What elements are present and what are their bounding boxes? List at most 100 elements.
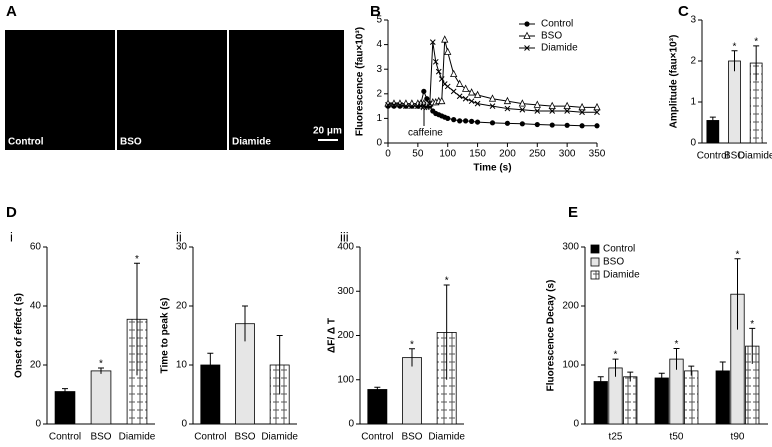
marker xyxy=(489,103,496,109)
y-axis-label: Time to peak (s) xyxy=(160,298,171,374)
legend-marker xyxy=(524,45,530,51)
y-tick-label: 30 xyxy=(176,242,188,253)
x-tick-label: BSO xyxy=(234,432,255,443)
x-tick-label: t25 xyxy=(609,432,623,443)
significance: * xyxy=(99,359,103,370)
error-bar xyxy=(134,262,140,376)
error-bar xyxy=(658,372,665,383)
micrographs: Control BSO Diamide 20 μm xyxy=(5,30,344,150)
error-bar xyxy=(612,358,619,377)
bar xyxy=(90,370,112,425)
marker xyxy=(397,102,403,108)
subpanel-label: iii xyxy=(340,229,349,244)
y-axis-label: Fluorescence Decay (s) xyxy=(546,280,557,392)
legend-label: Diamide xyxy=(603,270,640,281)
error-bar xyxy=(409,348,415,367)
marker xyxy=(579,123,585,129)
error-bar xyxy=(276,335,283,395)
marker xyxy=(421,88,427,94)
x-tick-label: Control xyxy=(194,432,226,443)
image-label: Diamide xyxy=(232,137,271,148)
y-tick-label: 0 xyxy=(35,419,41,430)
marker xyxy=(548,101,556,109)
y-tick-label: 2 xyxy=(690,56,696,67)
x-tick-label: BSO xyxy=(401,432,422,443)
x-tick-label: Diamide xyxy=(738,151,772,162)
x-tick-label: Control xyxy=(697,151,729,162)
legend-label: BSO xyxy=(541,31,562,42)
x-tick-label: Diamide xyxy=(119,432,156,443)
marker xyxy=(489,120,496,126)
legend-label: Diamide xyxy=(541,43,578,54)
marker xyxy=(456,79,464,87)
error-bar xyxy=(753,45,760,81)
y-tick-label: 200 xyxy=(562,301,579,312)
error-bar xyxy=(597,376,604,387)
legend-swatch xyxy=(590,270,600,280)
error-bar xyxy=(443,284,450,380)
error-bar xyxy=(688,365,695,376)
marker xyxy=(518,99,527,107)
marker xyxy=(445,115,451,121)
marker xyxy=(519,121,525,127)
image-signal xyxy=(229,30,344,150)
x-tick-label: 250 xyxy=(529,149,546,160)
y-tick-label: 3 xyxy=(376,64,382,75)
y-axis-label: Fluorescence (fau×10³) xyxy=(355,27,366,136)
marker xyxy=(474,119,481,125)
y-tick-label: 200 xyxy=(337,330,354,341)
marker xyxy=(473,90,482,98)
bar xyxy=(623,376,638,425)
y-tick-label: 0 xyxy=(690,138,696,149)
x-tick-label: 300 xyxy=(559,149,576,160)
marker xyxy=(549,108,556,114)
marker xyxy=(469,118,475,124)
significance: * xyxy=(750,319,754,330)
bar xyxy=(654,377,669,425)
y-tick-label: 0 xyxy=(348,419,354,430)
marker xyxy=(424,96,430,102)
marker xyxy=(451,117,457,123)
y-tick-label: 1 xyxy=(376,113,382,124)
panel-label: C xyxy=(678,3,689,20)
significance: * xyxy=(675,339,679,350)
marker xyxy=(488,94,497,102)
marker xyxy=(533,100,541,108)
error-bar xyxy=(731,50,738,72)
bar xyxy=(367,389,388,425)
y-tick-label: 300 xyxy=(562,242,579,253)
marker xyxy=(450,88,457,95)
y-tick-label: 2 xyxy=(376,88,382,99)
marker xyxy=(457,118,463,124)
y-tick-label: 100 xyxy=(337,374,354,385)
bar xyxy=(728,60,741,144)
marker xyxy=(456,93,463,100)
y-axis-label: Onset of effect (s) xyxy=(14,293,25,378)
error-bar xyxy=(749,327,756,364)
y-tick-label: 5 xyxy=(376,15,382,26)
marker xyxy=(564,108,570,114)
bar xyxy=(684,370,699,425)
marker xyxy=(474,100,481,107)
marker xyxy=(504,120,511,126)
x-tick-label: 100 xyxy=(439,149,456,160)
marker xyxy=(403,103,409,109)
y-tick-label: 100 xyxy=(562,360,579,371)
significance: * xyxy=(410,339,414,350)
marker xyxy=(549,122,555,128)
legend-label: Control xyxy=(541,19,573,30)
significance: * xyxy=(614,350,618,361)
error-bar xyxy=(709,116,716,124)
marker xyxy=(503,96,512,105)
marker xyxy=(594,109,600,116)
marker xyxy=(438,76,445,82)
marker xyxy=(461,84,470,92)
error-bar xyxy=(98,367,104,374)
scale-bar-label: 20 μm xyxy=(313,126,342,137)
y-tick-label: 3 xyxy=(690,15,696,26)
error-bar xyxy=(719,361,726,380)
x-tick-label: t50 xyxy=(670,432,684,443)
image-label: BSO xyxy=(120,137,142,148)
y-tick-label: 20 xyxy=(176,301,188,312)
